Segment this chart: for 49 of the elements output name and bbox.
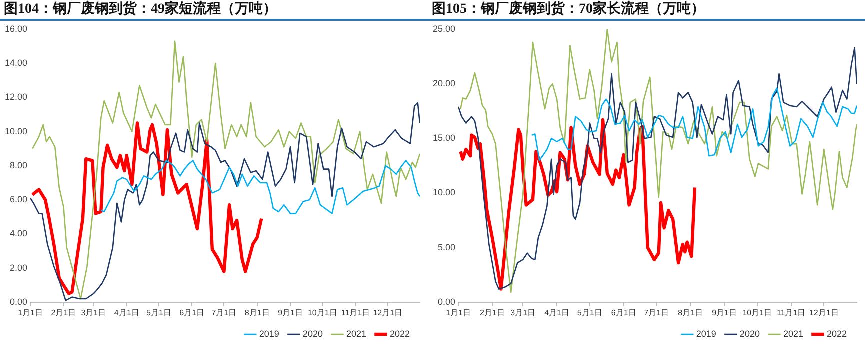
y-tick-label: 12.00: [4, 92, 28, 102]
x-tick-label: 6月1日: [180, 308, 205, 318]
x-tick-label: 11月1日: [341, 308, 370, 318]
legend-label: 2019: [696, 328, 716, 339]
chart-title: 图105：钢厂废钢到货：70家长流程（万吨）: [428, 0, 865, 21]
legend-label: 2022: [390, 328, 410, 339]
y-tick-label: 20.00: [432, 78, 456, 88]
x-tick-label: 12月1日: [373, 308, 403, 318]
y-tick-label: 5.00: [438, 242, 456, 252]
y-tick-label: 10.00: [4, 126, 28, 136]
x-tick-label: 7月1日: [644, 308, 670, 318]
y-tick-label: 14.00: [4, 58, 28, 68]
x-tick-label: 2月1日: [480, 308, 505, 318]
y-tick-label: 10.00: [432, 188, 456, 198]
x-tick-label: 9月1日: [712, 308, 737, 318]
y-tick-label: 0.00: [438, 296, 456, 307]
x-tick-label: 5月1日: [577, 308, 602, 318]
y-tick-label: 2.00: [10, 262, 28, 273]
legend-label: 2020: [740, 328, 760, 339]
x-tick-label: 7月1日: [212, 308, 237, 318]
x-tick-label: 8月1日: [678, 308, 704, 318]
x-tick-label: 1月1日: [446, 308, 471, 318]
y-tick-label: 15.00: [432, 133, 456, 144]
x-tick-label: 4月1日: [544, 308, 570, 318]
x-tick-label: 11月1日: [776, 308, 806, 318]
x-tick-label: 12月1日: [809, 308, 839, 318]
x-tick-label: 3月1日: [81, 308, 106, 318]
legend-label: 2022: [826, 328, 848, 339]
x-tick-label: 9月1日: [278, 308, 303, 318]
x-tick-label: 6月1日: [611, 308, 636, 318]
legend-label: 2020: [302, 328, 323, 339]
x-tick-label: 10月1日: [308, 308, 338, 318]
x-tick-label: 10月1日: [742, 308, 772, 318]
legend-label: 2019: [259, 328, 280, 339]
x-tick-label: 5月1日: [146, 308, 172, 318]
legend-label: 2021: [346, 328, 366, 339]
chart-title: 图104：钢厂废钢到货：49家短流程（万吨）: [0, 0, 428, 21]
legend-label: 2021: [783, 328, 804, 339]
x-tick-label: 8月1日: [244, 308, 270, 318]
y-tick-label: 6.00: [10, 194, 28, 205]
y-tick-label: 0.00: [10, 296, 28, 307]
x-tick-label: 1月1日: [18, 308, 43, 318]
y-tick-label: 8.00: [10, 160, 28, 170]
x-tick-label: 3月1日: [510, 308, 536, 318]
y-tick-label: 16.00: [4, 24, 28, 34]
y-tick-label: 4.00: [10, 228, 28, 239]
y-tick-label: 25.00: [432, 24, 456, 34]
x-tick-label: 2月1日: [51, 308, 76, 318]
x-tick-label: 4月1日: [114, 308, 140, 318]
